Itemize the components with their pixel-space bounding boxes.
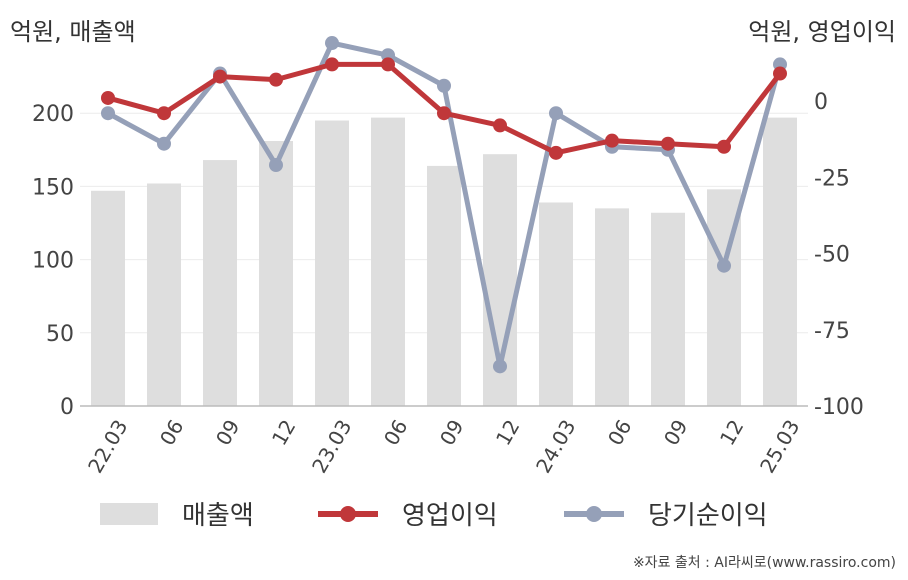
left-axis-unit: 억원, 매출액 [10, 18, 136, 46]
legend-label: 영업이익 [402, 501, 498, 531]
point-영업이익 [101, 90, 115, 105]
legend-marker-영업이익 [340, 506, 356, 522]
legend-label: 매출액 [182, 501, 254, 531]
x-tick-label: 09 [211, 416, 245, 450]
bar-매출액 [259, 141, 293, 407]
right-tick-label: -100 [814, 395, 864, 420]
left-tick-label: 200 [32, 102, 74, 127]
bar-매출액 [147, 183, 181, 406]
point-영업이익 [437, 106, 451, 121]
point-영업이익 [269, 72, 283, 87]
legend-marker-당기순이익 [586, 506, 602, 522]
x-tick-label: 09 [435, 416, 469, 450]
point-영업이익 [157, 106, 171, 121]
point-영업이익 [661, 136, 675, 151]
bar-매출액 [427, 165, 461, 406]
right-tick-label: -75 [814, 319, 850, 344]
point-영업이익 [213, 69, 227, 84]
x-tick-label: 12 [491, 416, 525, 450]
bar-매출액 [763, 117, 797, 406]
x-tick-label: 06 [603, 416, 637, 450]
left-tick-label: 100 [32, 249, 74, 274]
point-당기순이익 [157, 136, 171, 151]
bar-매출액 [595, 208, 629, 406]
x-tick-label: 25.03 [755, 416, 804, 478]
right-tick-label: 0 [814, 90, 828, 115]
source-note: ※자료 출처 : AI라씨로(www.rassiro.com) [632, 555, 896, 571]
right-tick-label: -50 [814, 243, 850, 268]
point-영업이익 [381, 57, 395, 72]
point-당기순이익 [101, 106, 115, 121]
x-tick-label: 06 [379, 416, 413, 450]
point-영업이익 [605, 133, 619, 148]
x-tick-label: 23.03 [307, 416, 356, 478]
point-영업이익 [773, 66, 787, 81]
x-tick-label: 22.03 [83, 416, 132, 478]
bar-매출액 [539, 202, 573, 406]
x-tick-label: 09 [659, 416, 693, 450]
right-axis-unit: 억원, 영업이익 [748, 18, 896, 46]
point-당기순이익 [549, 106, 563, 121]
bar-매출액 [315, 120, 349, 407]
bar-매출액 [91, 190, 125, 406]
point-당기순이익 [269, 158, 283, 173]
right-tick-label: -25 [814, 166, 850, 191]
legend-label: 당기순이익 [648, 501, 768, 531]
legend-swatch-매출액 [100, 503, 158, 525]
left-tick-label: 50 [46, 322, 74, 347]
bar-매출액 [651, 212, 685, 406]
left-tick-label: 0 [60, 395, 74, 420]
point-영업이익 [717, 139, 731, 154]
x-tick-label: 24.03 [531, 416, 580, 478]
point-영업이익 [325, 57, 339, 72]
point-영업이익 [549, 145, 563, 160]
x-tick-label: 12 [267, 416, 301, 450]
point-당기순이익 [325, 36, 339, 51]
point-영업이익 [493, 118, 507, 133]
bar-매출액 [203, 160, 237, 406]
point-당기순이익 [717, 258, 731, 273]
point-당기순이익 [493, 359, 507, 374]
point-당기순이익 [437, 78, 451, 93]
x-tick-label: 06 [155, 416, 189, 450]
bar-매출액 [371, 117, 405, 406]
left-tick-label: 150 [32, 175, 74, 200]
x-tick-label: 12 [715, 416, 749, 450]
